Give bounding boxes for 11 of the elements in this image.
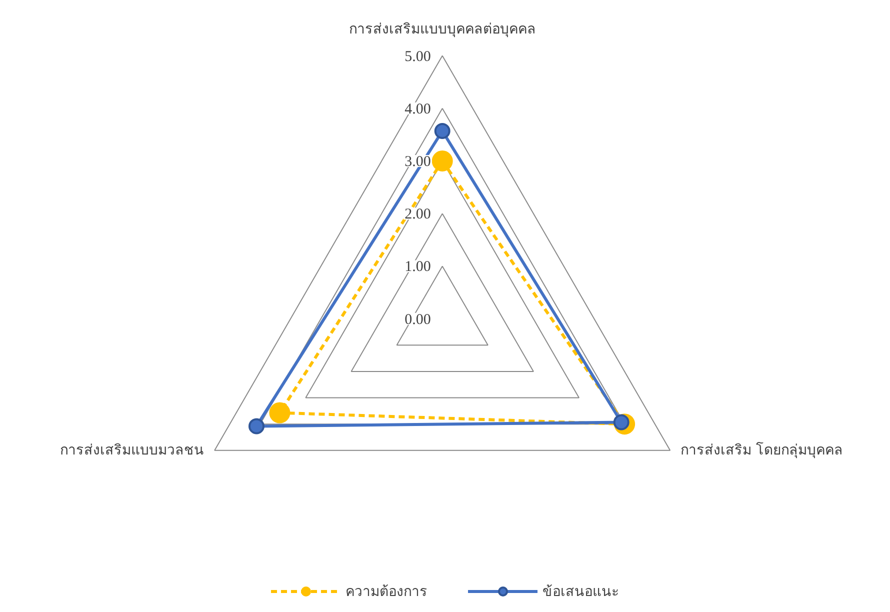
legend-label: ข้อเสนอแนะ: [542, 583, 620, 602]
y-tick-label: 1.00: [404, 259, 431, 276]
y-tick-label: 4.00: [404, 101, 431, 118]
spoke-label: การส่งเสริมแบบบุคคลต่อบุคคล: [348, 21, 536, 38]
y-tick-label: 0.00: [404, 312, 431, 328]
spoke-label: การส่งเสริมแบบมวลชน: [60, 442, 204, 458]
y-tick-label: 5.00: [404, 48, 431, 65]
spoke-label: การส่งเสริม โดยกลุ่มบุคคล: [680, 441, 844, 458]
y-tick-label: 2.00: [404, 206, 431, 223]
y-tick-label: 3.00: [404, 154, 431, 170]
legend-label: ความต้องการ: [346, 583, 428, 602]
